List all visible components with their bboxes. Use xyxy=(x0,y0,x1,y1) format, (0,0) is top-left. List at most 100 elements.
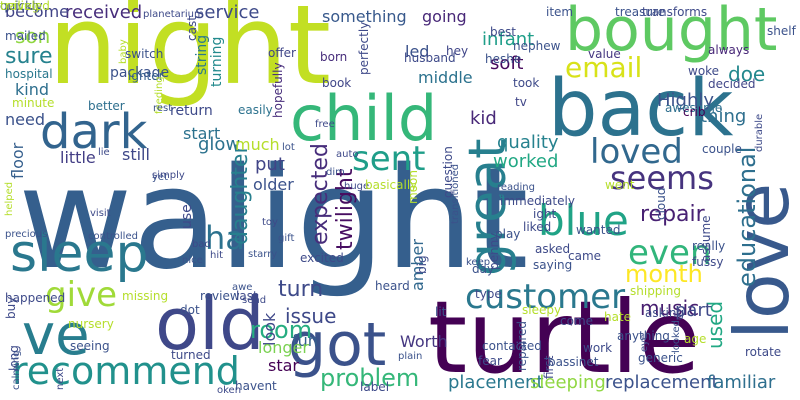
word-seems: seems xyxy=(610,159,714,197)
word-lit: lit xyxy=(435,305,447,319)
word-ve: ve xyxy=(22,303,90,368)
word-value: value xyxy=(588,47,621,61)
word-born: born xyxy=(320,50,348,64)
word-old: old xyxy=(155,282,265,366)
word-looked: looked xyxy=(671,320,682,353)
word-problem: problem xyxy=(320,364,420,392)
word-glow: glow xyxy=(198,134,241,155)
word-crib: crib xyxy=(683,105,706,119)
word-month: month xyxy=(625,260,703,288)
word-treasure: treasure xyxy=(615,5,666,19)
word-big: big xyxy=(415,255,429,275)
word-baby: baby xyxy=(118,39,129,64)
word-turn: turn xyxy=(278,277,324,302)
word-something: something xyxy=(322,7,407,26)
word-sent: sent xyxy=(352,139,426,179)
word-bassinet: bassinet xyxy=(548,355,599,369)
word-basically: basically xyxy=(365,178,418,192)
word-free: free xyxy=(315,119,335,130)
word-saying: saying xyxy=(533,258,573,272)
word-customer: customer xyxy=(465,277,626,317)
word-nephew: nephew xyxy=(513,39,561,53)
word-contacted: contacted xyxy=(482,339,542,353)
word-replacement: replacement xyxy=(605,372,719,393)
word-fussy: fussy xyxy=(692,255,724,269)
word-come: come xyxy=(560,314,594,328)
word-hate: hate xyxy=(604,310,632,324)
word-repair: repair xyxy=(640,202,705,227)
word-kind: kind xyxy=(15,80,50,99)
word-blue: blue xyxy=(538,196,629,245)
word-bad: bad xyxy=(192,239,211,250)
word-heard: heard xyxy=(375,279,410,293)
word-asking: asking xyxy=(645,306,685,320)
word-asked: asked xyxy=(535,242,571,256)
word-back: back xyxy=(548,64,734,154)
word-fear: fear xyxy=(478,354,502,368)
word-email: email xyxy=(565,51,643,84)
word-repaired: repaired xyxy=(515,321,529,372)
word-hit: hit xyxy=(210,250,224,261)
word-infant: infant xyxy=(482,29,535,50)
word-return: return xyxy=(170,103,213,119)
word-son: son xyxy=(15,24,51,48)
word-reading: reading xyxy=(497,182,535,193)
word-last: last xyxy=(236,289,258,303)
word-need: need xyxy=(5,110,45,129)
word-eye: eye xyxy=(639,333,650,352)
word-liked: liked xyxy=(523,220,552,234)
word-book: book xyxy=(322,76,352,90)
word-package: package xyxy=(110,65,170,81)
word-auto: auto xyxy=(336,149,359,160)
word-room: room xyxy=(250,316,313,344)
word-lie: lie xyxy=(98,147,110,158)
word-tv: tv xyxy=(515,95,527,109)
word-placement: placement xyxy=(448,372,544,393)
word-cloud: cloud xyxy=(654,187,668,221)
word-sleepy: sleepy xyxy=(522,303,562,317)
word-sleep: sleep xyxy=(10,224,149,284)
word-dot: dot xyxy=(180,303,200,317)
word-nice: nice xyxy=(182,255,203,266)
word-rest: rest xyxy=(153,103,173,114)
word-happened: happened xyxy=(5,291,66,305)
word-turning: turning xyxy=(209,36,225,87)
word-excited: excited xyxy=(300,251,344,265)
word-middle: middle xyxy=(418,68,473,87)
word-label: label xyxy=(360,380,390,394)
word-easily: easily xyxy=(238,103,273,117)
word-recommend: recommend xyxy=(12,349,240,393)
word-doe: doe xyxy=(728,62,766,86)
word-give: give xyxy=(45,275,118,315)
word-better: better xyxy=(88,99,125,113)
word-received: received xyxy=(65,2,143,23)
word-oken: oken xyxy=(217,385,242,396)
word-quickly: quickly xyxy=(0,0,43,13)
word-hey: hey xyxy=(446,44,469,58)
word-calming: calming xyxy=(11,350,22,390)
word-generic: generic xyxy=(638,351,683,365)
word-next: next xyxy=(55,367,66,390)
word-dark: dark xyxy=(40,104,148,160)
word-part: part xyxy=(675,300,712,321)
word-ighter: ighter xyxy=(128,69,164,83)
word-visit: visit xyxy=(90,208,111,219)
word-woke: woke xyxy=(688,64,720,78)
word-nursery: nursery xyxy=(68,317,114,331)
word-starry: starry xyxy=(248,249,278,260)
word-immediately: immediately xyxy=(500,194,575,208)
word-shelf: shelf xyxy=(767,24,796,38)
word-best: best xyxy=(490,25,516,39)
word-turtle: turtle xyxy=(428,279,701,396)
word-came: came xyxy=(568,249,602,263)
word-service: service xyxy=(195,2,260,23)
word-traveled: traveled xyxy=(0,0,50,13)
word-music: music xyxy=(640,296,700,320)
word-walight: walight xyxy=(18,138,529,301)
word-turned: turned xyxy=(171,348,211,362)
word-couple: couple xyxy=(702,142,742,156)
word-age: age xyxy=(684,332,707,346)
word-minute: minute xyxy=(12,96,55,110)
word-use: use xyxy=(179,204,195,229)
